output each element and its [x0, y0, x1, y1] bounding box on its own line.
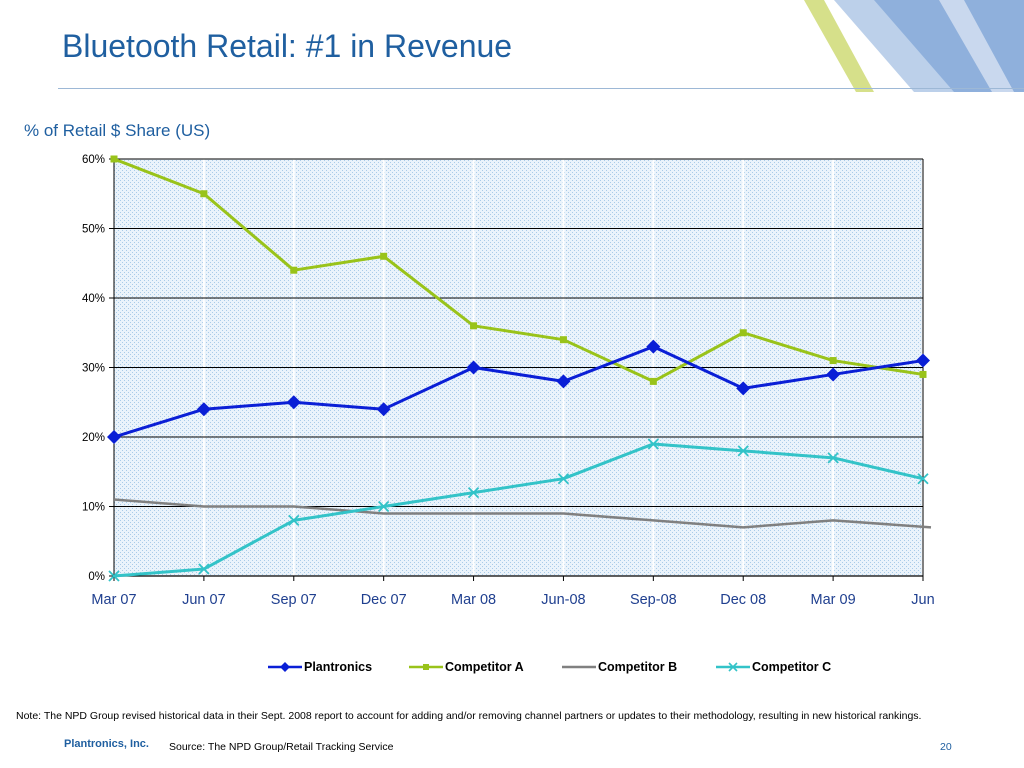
- page-title: Bluetooth Retail: #1 in Revenue: [62, 28, 513, 64]
- data-point-competitor-c: [647, 438, 659, 450]
- data-point-competitor-c: [917, 473, 929, 485]
- data-point-competitor-a: [200, 190, 208, 198]
- corner-decoration: [764, 0, 1024, 92]
- series-line-competitor-a: [113, 157, 924, 383]
- page-number: 20: [940, 741, 952, 753]
- data-point-plantronics: [646, 339, 661, 354]
- data-point-competitor-a: [739, 329, 747, 337]
- y-tick-label: 20%: [82, 432, 105, 444]
- legend-label-competitor-a: Competitor A: [445, 660, 524, 674]
- chart-legend: Plantronics Competitor A Competitor B Co…: [268, 658, 868, 676]
- data-point-competitor-c: [198, 563, 210, 575]
- data-point-competitor-c: [827, 452, 839, 464]
- y-tick-label: 60%: [82, 154, 105, 166]
- series-line-plantronics: [113, 345, 924, 439]
- series-line-competitor-b: [113, 498, 932, 529]
- y-tick-label: 0%: [88, 571, 105, 583]
- data-point-competitor-a: [829, 357, 837, 365]
- legend-label-competitor-c: Competitor C: [752, 660, 832, 674]
- x-tick-label: Jun 07: [182, 592, 226, 608]
- line-chart: 0% 10% 20% 30% 40% 50% 60% Mar 07 Jun 07 Sep 07 De…: [82, 154, 935, 608]
- title-divider: [58, 88, 1024, 89]
- data-point-competitor-c: [288, 514, 300, 527]
- data-point-plantronics: [736, 381, 751, 396]
- data-point-competitor-a: [290, 266, 298, 274]
- x-tick-label: Dec 08: [720, 592, 766, 608]
- data-point-plantronics: [376, 402, 391, 417]
- data-point-competitor-a: [649, 377, 657, 385]
- legend-label-competitor-b: Competitor B: [598, 660, 678, 674]
- legend-label-plantronics: Plantronics: [304, 660, 373, 674]
- data-point-competitor-c: [467, 486, 480, 499]
- data-point-competitor-a: [110, 155, 118, 163]
- x-tick-label: Dec 07: [361, 592, 407, 608]
- data-point-competitor-a: [470, 322, 478, 330]
- series-competitor-c: [108, 438, 929, 582]
- y-tick-label: 40%: [82, 293, 105, 305]
- data-point-competitor-c: [557, 473, 570, 485]
- x-tick-label: Sep-08: [630, 592, 677, 608]
- data-point-competitor-c: [378, 500, 390, 513]
- x-tick-label: Mar 08: [451, 592, 496, 608]
- company-name: Plantronics, Inc.: [64, 738, 149, 750]
- y-tick-label: 50%: [82, 224, 105, 236]
- y-tick-label: 10%: [82, 502, 105, 514]
- data-point-competitor-a: [559, 336, 567, 344]
- series-competitor-b: [113, 498, 932, 529]
- chart-title: % of Retail $ Share (US): [24, 121, 211, 140]
- x-tick-label: Jun: [911, 592, 934, 608]
- data-point-plantronics: [286, 395, 301, 410]
- x-tick-label: Jun-08: [541, 592, 585, 608]
- series-competitor-a: [110, 155, 927, 385]
- data-point-competitor-c: [108, 570, 120, 582]
- x-tick-label: Sep 07: [271, 592, 317, 608]
- data-point-competitor-a: [919, 370, 927, 378]
- data-point-plantronics: [196, 402, 211, 417]
- data-point-plantronics: [107, 430, 121, 444]
- x-tick-label: Mar 07: [91, 592, 136, 608]
- data-point-competitor-c: [737, 445, 749, 457]
- data-point-plantronics: [466, 360, 481, 375]
- source-line: Source: The NPD Group/Retail Tracking Se…: [169, 741, 394, 753]
- x-tick-label: Mar 09: [811, 592, 856, 608]
- footnote: Note: The NPD Group revised historical d…: [16, 710, 922, 722]
- y-tick-label: 30%: [82, 363, 105, 375]
- data-point-plantronics: [826, 367, 841, 382]
- data-point-competitor-a: [380, 252, 388, 260]
- data-point-plantronics: [556, 374, 571, 389]
- series-plantronics: [107, 339, 930, 444]
- data-point-plantronics: [916, 353, 930, 368]
- series-line-competitor-c: [113, 442, 924, 578]
